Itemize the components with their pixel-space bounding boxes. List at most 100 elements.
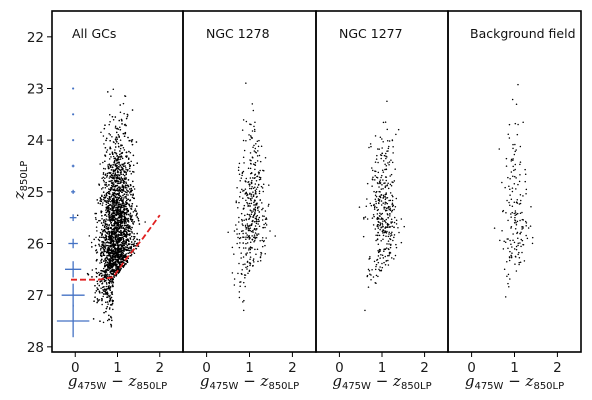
data-point [518, 261, 520, 264]
data-point [255, 196, 258, 198]
data-point [375, 265, 377, 268]
data-point [525, 234, 527, 237]
data-point [117, 197, 120, 200]
data-point [250, 230, 253, 233]
data-point [107, 287, 110, 290]
data-point [522, 244, 525, 246]
data-point [237, 272, 239, 275]
data-point [123, 197, 125, 199]
data-point [120, 258, 122, 261]
data-point [110, 204, 112, 206]
data-point [103, 143, 105, 145]
data-point [255, 152, 258, 154]
data-point [129, 188, 131, 190]
data-point [130, 189, 133, 192]
data-point [385, 221, 387, 224]
data-point [134, 209, 136, 212]
data-point [105, 137, 108, 140]
data-point [120, 199, 122, 202]
data-point [112, 252, 114, 254]
data-point [116, 193, 119, 195]
data-point [108, 167, 110, 169]
data-point [387, 224, 389, 227]
data-point [380, 200, 383, 202]
data-point [112, 259, 115, 261]
data-point [233, 253, 235, 255]
data-point [384, 230, 387, 232]
data-point [513, 183, 516, 185]
data-point [261, 219, 264, 221]
data-point [249, 248, 252, 251]
data-point [118, 201, 120, 204]
data-point [108, 177, 111, 179]
data-point [128, 150, 130, 153]
data-point [250, 163, 252, 165]
data-point [118, 256, 120, 258]
data-point [384, 121, 387, 123]
data-point [110, 169, 113, 171]
data-point [384, 185, 387, 187]
data-point [118, 163, 120, 165]
data-point [110, 272, 112, 275]
data-point [389, 215, 391, 217]
data-point [102, 254, 105, 256]
data-point [102, 244, 104, 247]
data-point [505, 165, 508, 167]
data-point [112, 214, 115, 217]
data-point [261, 202, 263, 204]
data-point [108, 246, 110, 248]
data-point [395, 133, 397, 136]
data-point [105, 237, 108, 240]
data-point [106, 319, 109, 322]
data-point [119, 269, 121, 272]
data-point [259, 260, 262, 262]
data-point [116, 196, 119, 198]
data-point [123, 205, 125, 208]
data-point [112, 249, 114, 251]
data-point [108, 123, 110, 126]
data-point [385, 247, 388, 249]
data-point [498, 148, 500, 150]
data-point [531, 236, 534, 239]
data-point [102, 243, 104, 246]
data-point [119, 189, 121, 191]
data-point [106, 208, 108, 210]
data-point [117, 239, 120, 241]
data-point [101, 218, 103, 220]
data-point [254, 130, 256, 132]
data-point [111, 136, 113, 138]
data-point [127, 247, 130, 250]
data-point [110, 242, 112, 245]
data-point [387, 248, 390, 250]
data-point [126, 212, 128, 214]
data-point [248, 213, 250, 216]
data-point [381, 224, 384, 226]
data-point [115, 153, 118, 155]
data-point [119, 237, 122, 239]
data-point [244, 214, 246, 217]
data-point [110, 156, 112, 158]
data-point [236, 228, 238, 230]
data-point [132, 222, 134, 224]
data-point [122, 173, 125, 176]
data-point [384, 168, 386, 171]
data-point [101, 177, 103, 179]
data-point [249, 177, 252, 179]
data-point [513, 222, 516, 224]
data-point [100, 131, 102, 133]
data-point [114, 237, 117, 240]
data-point [253, 213, 256, 216]
x-tick-label: 0 [202, 360, 211, 376]
data-point [112, 231, 114, 234]
data-point [391, 161, 394, 164]
data-point [108, 237, 111, 239]
data-point [129, 152, 132, 154]
data-point [136, 162, 138, 164]
data-point [125, 182, 128, 185]
data-point [241, 174, 243, 177]
data-point [95, 290, 98, 292]
data-point [131, 196, 134, 199]
data-point [250, 181, 253, 184]
data-point [103, 200, 106, 202]
data-point [373, 190, 375, 193]
